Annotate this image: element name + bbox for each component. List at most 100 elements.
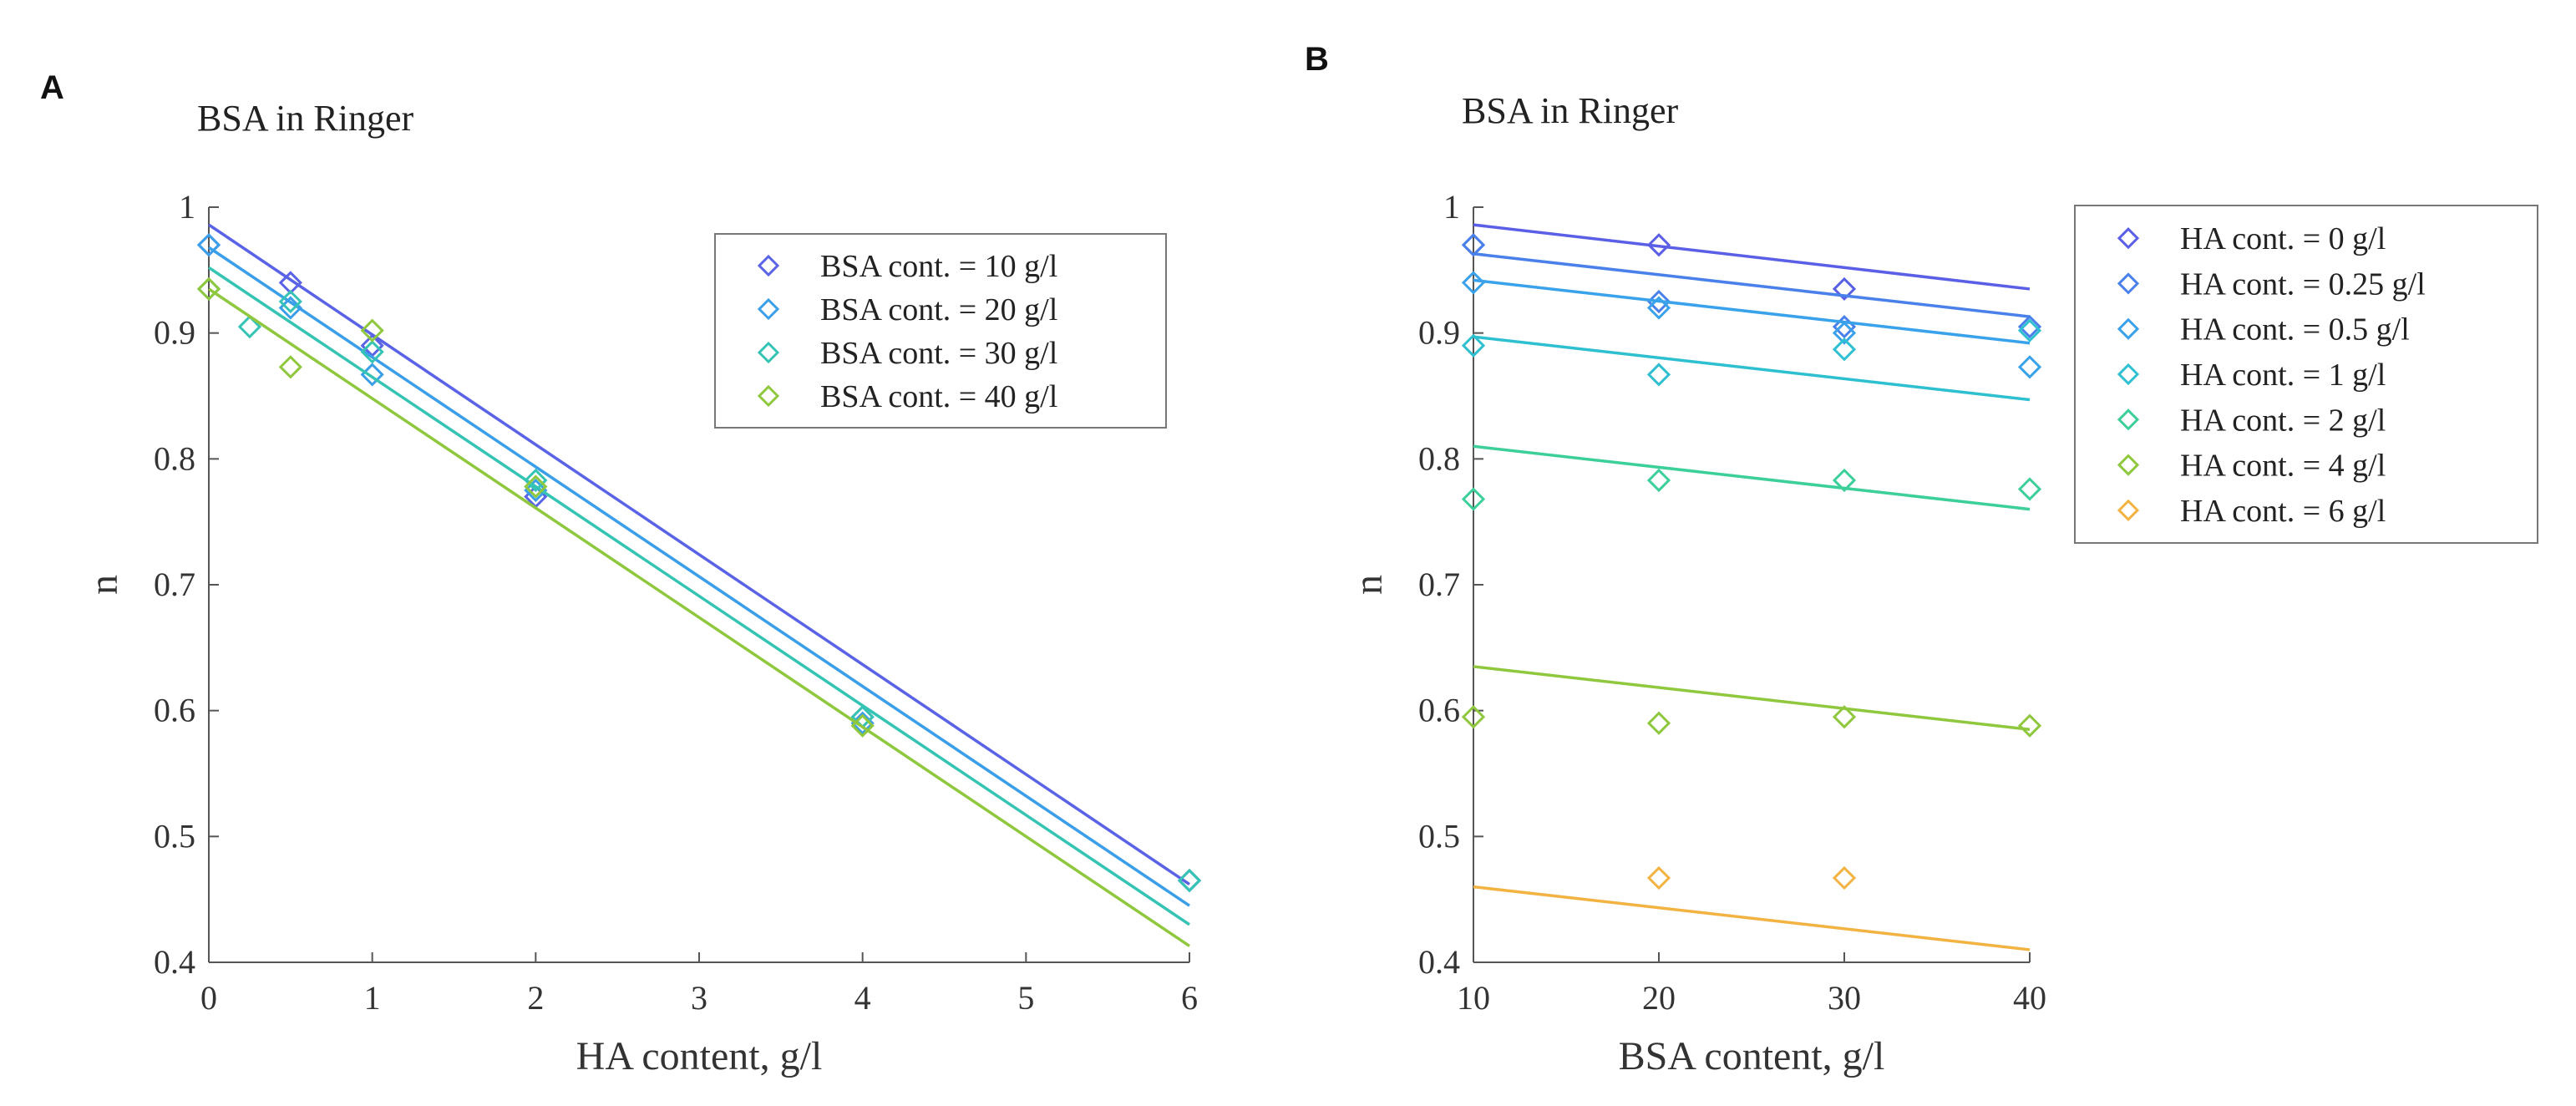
x-tick-label: 20: [1642, 979, 1676, 1017]
series-6: [1461, 665, 2042, 738]
data-point: [1832, 276, 1857, 302]
data-point: [196, 276, 221, 302]
data-point: [1646, 711, 1671, 735]
y-tick-label: 0.9: [1418, 314, 1460, 352]
legend-label: HA cont. = 6 g/l: [2180, 494, 2386, 529]
x-tick-label: 30: [1828, 979, 1861, 1017]
legend-marker: [2117, 408, 2140, 431]
x-axis-label: BSA content, g/l: [1619, 1034, 1885, 1078]
data-point: [1832, 468, 1857, 493]
data-point: [1832, 315, 1857, 339]
panel-a: A BSA in Ringer 0.4 0.5 0.6 0.7 0.8 0.9 1 0 1 2 3 4…: [40, 69, 1202, 1078]
y-tick-label: 0.8: [1418, 439, 1460, 477]
data-point: [237, 315, 262, 339]
data-point: [1177, 868, 1202, 893]
fit-line: [1473, 665, 2031, 732]
data-point: [196, 233, 221, 257]
legend-box: [2074, 205, 2538, 544]
fit-line: [1473, 335, 2031, 402]
series-7: [1473, 865, 2031, 951]
x-tick-label: 2: [527, 979, 544, 1017]
legend-label: BSA cont. = 40 g/l: [820, 379, 1057, 414]
fit-line: [1473, 444, 2031, 511]
data-point: [524, 478, 548, 503]
data-point: [1646, 865, 1671, 890]
data-point: [1646, 468, 1671, 493]
series-5: [1461, 444, 2042, 511]
data-point: [360, 340, 384, 364]
legend: BSA cont. = 10 g/l BSA cont. = 20 g/l BSA …: [714, 233, 1167, 429]
fit-line: [1473, 252, 2031, 318]
y-tick-label: 0.4: [154, 943, 195, 981]
x-tick-label: 6: [1181, 979, 1198, 1017]
fit-line: [208, 287, 1190, 947]
x-axis-label: HA content, g/l: [576, 1034, 823, 1078]
legend-label: BSA cont. = 20 g/l: [820, 292, 1057, 327]
y-tick-label: 0.7: [1418, 566, 1460, 603]
fit-line: [1473, 223, 2031, 291]
data-point: [524, 474, 548, 499]
data-point: [1646, 233, 1671, 257]
legend-marker: [2117, 454, 2140, 476]
data-point: [360, 318, 384, 342]
legend-label: HA cont. = 2 g/l: [2180, 403, 2386, 438]
y-tick-label: 0.8: [154, 439, 195, 477]
y-tick-label: 0.5: [1418, 817, 1460, 855]
legend-marker: [757, 384, 780, 408]
x-tick-label: 0: [200, 979, 217, 1017]
y-tick-label: 0.9: [154, 314, 195, 352]
data-point: [850, 713, 875, 738]
legend-marker: [2117, 317, 2140, 340]
x-tick-label: 5: [1017, 979, 1034, 1017]
series-3: [1461, 271, 2042, 379]
x-tick-label: 4: [854, 979, 871, 1017]
panel-letter-b: B: [1305, 41, 1329, 78]
series-4: [196, 276, 1190, 947]
data-point: [2017, 355, 2042, 379]
fit-line: [1473, 278, 2031, 345]
chart-title-a: BSA in Ringer: [197, 98, 413, 139]
data-point: [278, 355, 302, 379]
legend-label: HA cont. = 0 g/l: [2180, 221, 2386, 256]
x-tick-label: 3: [691, 979, 707, 1017]
data-point: [1461, 487, 1486, 511]
data-point: [1832, 321, 1857, 345]
data-point: [1832, 865, 1857, 890]
panel-letter-a: A: [40, 69, 64, 106]
legend-marker: [2117, 272, 2140, 295]
legend-marker: [2117, 227, 2140, 250]
legend-marker: [2117, 363, 2140, 386]
legend-label: HA cont. = 1 g/l: [2180, 358, 2386, 393]
x-tick-label: 10: [1457, 979, 1490, 1017]
y-tick-label: 1: [1443, 188, 1460, 226]
series-2: [1461, 233, 2042, 339]
data-point: [1832, 337, 1857, 362]
chart-title-b: BSA in Ringer: [1462, 90, 1678, 131]
y-tick-label: 1: [179, 188, 195, 226]
data-point: [1461, 705, 1486, 729]
legend-label: HA cont. = 0.25 g/l: [2180, 266, 2426, 302]
data-point: [2017, 315, 2042, 339]
series-4: [1461, 318, 2042, 402]
legend-label: HA cont. = 0.5 g/l: [2180, 312, 2410, 348]
data-point: [1461, 271, 1486, 295]
y-tick-label: 0.4: [1418, 943, 1460, 981]
legend-marker: [2117, 499, 2140, 521]
data-point: [278, 289, 302, 314]
panel-b: B BSA in Ringer 0.4 0.5 0.6 0.7 0.8 0.9 1 10 20 3…: [1305, 41, 2538, 1078]
x-tick-label: 40: [2013, 979, 2046, 1017]
legend-marker: [757, 341, 780, 364]
legend: HA cont. = 0 g/l HA cont. = 0.25 g/l HA co…: [2074, 205, 2538, 544]
data-point: [2017, 477, 2042, 501]
fit-line: [208, 246, 1190, 907]
y-axis-label: n: [82, 575, 126, 595]
y-tick-label: 0.6: [154, 692, 195, 729]
data-point: [1646, 296, 1671, 320]
plot-area-b: 0.4 0.5 0.6 0.7 0.8 0.9 1 10 20 30 40 BSA content, …: [1346, 188, 2538, 1078]
legend-box: [714, 233, 1167, 429]
y-tick-label: 0.6: [1418, 692, 1460, 729]
fit-line: [208, 266, 1190, 926]
legend-label: HA cont. = 4 g/l: [2180, 449, 2386, 484]
legend-label: BSA cont. = 10 g/l: [820, 249, 1057, 284]
